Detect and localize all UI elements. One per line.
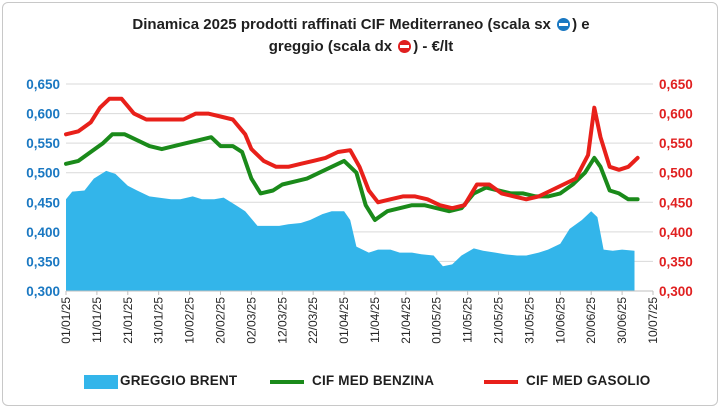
legend-swatch-gasolio <box>484 380 518 384</box>
x-tick-label: 11/04/25 <box>368 297 382 343</box>
y-right-tick-label: 0,650 <box>659 77 693 92</box>
legend-item-gasolio: CIF MED GASOLIO <box>484 371 684 393</box>
legend-label-brent: GREGGIO BRENT <box>120 373 238 388</box>
x-tick-label: 20/02/25 <box>214 297 228 344</box>
legend-label-benzina: CIF MED BENZINA <box>312 373 435 388</box>
title-line-2-end: ) - €/lt <box>413 38 454 55</box>
y-right-tick-label: 0,400 <box>659 225 693 240</box>
y-right-tick-label: 0,550 <box>659 136 693 151</box>
y-right-tick-label: 0,300 <box>659 284 693 299</box>
x-tick-label: 01/01/25 <box>59 297 73 344</box>
x-tick-label: 20/06/25 <box>584 297 598 344</box>
y-left-tick-label: 0,400 <box>26 225 60 240</box>
title-line-1: Dinamica 2025 prodotti raffinati CIF Med… <box>132 16 551 33</box>
series-area-greggio-brent <box>66 170 635 291</box>
y-left-tick-label: 0,300 <box>26 284 60 299</box>
y-left-tick-label: 0,450 <box>26 195 60 210</box>
x-tick-label: 31/01/25 <box>152 297 166 344</box>
legend-label-gasolio: CIF MED GASOLIO <box>526 373 651 388</box>
y-left-tick-label: 0,650 <box>26 77 60 92</box>
x-tick-label: 10/06/25 <box>553 297 567 344</box>
x-tick-label: 10/02/25 <box>183 297 197 344</box>
x-tick-label: 22/03/25 <box>306 297 320 344</box>
y-right-tick-label: 0,450 <box>659 195 693 210</box>
y-left-tick-label: 0,550 <box>26 136 60 151</box>
x-tick-label: 21/05/25 <box>492 297 506 344</box>
x-tick-label: 11/05/25 <box>461 297 475 343</box>
title-line-1-end: ) e <box>572 16 590 33</box>
x-tick-label: 12/03/25 <box>275 297 289 344</box>
x-tick-label: 21/04/25 <box>399 297 413 344</box>
legend-swatch-brent <box>84 375 118 389</box>
x-tick-label: 02/03/25 <box>244 297 258 344</box>
title-line-2: greggio (scala dx <box>268 38 393 55</box>
x-tick-label: 11/01/25 <box>90 297 104 343</box>
x-tick-label: 31/05/25 <box>522 297 536 344</box>
y-left-tick-label: 0,600 <box>26 107 60 122</box>
y-left-tick-label: 0,350 <box>26 254 60 269</box>
x-tick-label: 01/05/25 <box>430 297 444 344</box>
legend-item-benzina: CIF MED BENZINA <box>270 371 470 393</box>
y-right-tick-label: 0,350 <box>659 254 693 269</box>
x-tick-label: 01/04/25 <box>337 297 351 344</box>
y-right-tick-label: 0,600 <box>659 107 693 122</box>
legend-item-brent: GREGGIO BRENT <box>84 371 244 393</box>
y-left-tick-label: 0,500 <box>26 166 60 181</box>
red-circle-minus-icon <box>398 40 412 53</box>
chart-title: Dinamica 2025 prodotti raffinati CIF Med… <box>0 14 722 58</box>
blue-circle-minus-icon <box>557 18 571 31</box>
y-right-tick-label: 0,500 <box>659 166 693 181</box>
series-line-cif-med-gasolio <box>64 96 640 211</box>
x-tick-label: 10/07/25 <box>646 297 660 344</box>
x-tick-label: 30/06/25 <box>615 297 629 344</box>
x-tick-label: 21/01/25 <box>121 297 135 344</box>
series-line-cif-med-benzina <box>64 132 640 222</box>
legend-swatch-benzina <box>270 380 304 384</box>
